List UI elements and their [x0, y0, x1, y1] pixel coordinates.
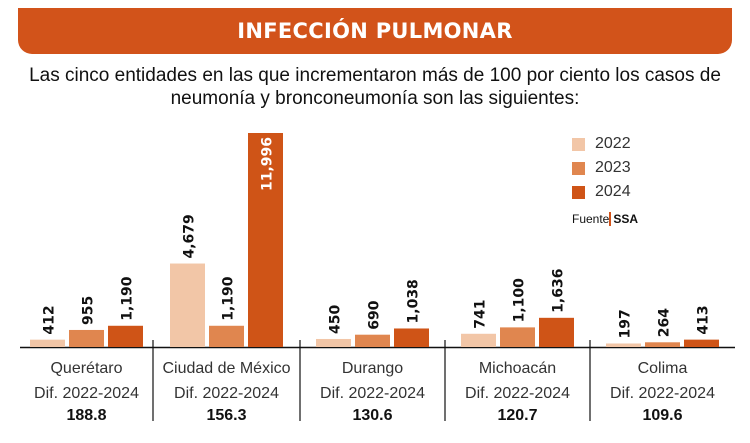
- subtitle-line-2: neumonía y bronconeumonía son las siguie…: [170, 88, 580, 109]
- bar-2023: [355, 334, 390, 347]
- legend: 2022 2023 2024 Fuente SSA: [572, 132, 639, 226]
- legend-item-2022: 2022: [572, 132, 638, 156]
- legend-swatch: [572, 161, 585, 175]
- value-label: 264: [657, 308, 673, 337]
- diff-label: Dif. 2022-2024: [465, 385, 570, 402]
- category-label: Ciudad de México: [162, 360, 290, 377]
- value-label: 955: [81, 296, 97, 325]
- value-label: 741: [473, 300, 489, 329]
- diff-label: Dif. 2022-2024: [174, 385, 279, 402]
- category-label: Colima: [638, 360, 688, 377]
- bar-2022: [170, 263, 205, 347]
- bar-2024: [108, 325, 143, 347]
- diff-label: Dif. 2022-2024: [320, 385, 425, 402]
- bar-2022: [606, 343, 641, 347]
- subtitle-line-1: Las cinco entidades en las que increment…: [29, 65, 721, 86]
- category-label: Michoacán: [479, 360, 556, 377]
- legend-item-2024: 2024: [572, 180, 638, 204]
- chart-title: INFECCIÓN PULMONAR: [237, 19, 513, 43]
- bar-2024: [248, 133, 283, 347]
- legend-swatch: [572, 137, 585, 151]
- source-note: Fuente SSA: [572, 212, 639, 226]
- bar-2024: [394, 328, 429, 347]
- diff-label: Dif. 2022-2024: [34, 385, 139, 402]
- value-label: 690: [367, 300, 383, 329]
- bar-2022: [461, 333, 496, 347]
- value-label: 1,100: [512, 278, 528, 323]
- diff-value: 130.6: [352, 407, 392, 424]
- diff-value: 109.6: [642, 407, 682, 424]
- subtitle: Las cinco entidades en las que increment…: [0, 64, 750, 110]
- diff-value: 156.3: [206, 407, 246, 424]
- value-label: 413: [696, 305, 712, 334]
- header-banner: INFECCIÓN PULMONAR: [18, 8, 732, 54]
- value-label: 1,190: [120, 276, 136, 321]
- diff-value: 188.8: [66, 407, 106, 424]
- bar-2024: [684, 339, 719, 347]
- value-label: 4,679: [182, 214, 198, 258]
- value-label: 450: [328, 304, 344, 333]
- value-label: 1,038: [406, 279, 422, 323]
- bar-2022: [30, 339, 65, 347]
- value-label: 1,190: [221, 276, 237, 321]
- bar-2023: [500, 327, 535, 347]
- category-label: Querétaro: [50, 360, 122, 377]
- bar-2023: [69, 329, 104, 347]
- value-label: 197: [618, 309, 634, 338]
- value-label: 412: [42, 305, 58, 334]
- bar-2024: [539, 317, 574, 347]
- category-label: Durango: [342, 360, 403, 377]
- bar-2023: [209, 325, 244, 347]
- bar-2023: [645, 342, 680, 347]
- bar-2022: [316, 338, 351, 347]
- value-label: 1,636: [551, 269, 567, 313]
- legend-swatch: [572, 185, 585, 199]
- legend-item-2023: 2023: [572, 156, 638, 180]
- value-label: 11,996: [260, 137, 276, 191]
- diff-label: Dif. 2022-2024: [610, 385, 715, 402]
- diff-value: 120.7: [497, 407, 537, 424]
